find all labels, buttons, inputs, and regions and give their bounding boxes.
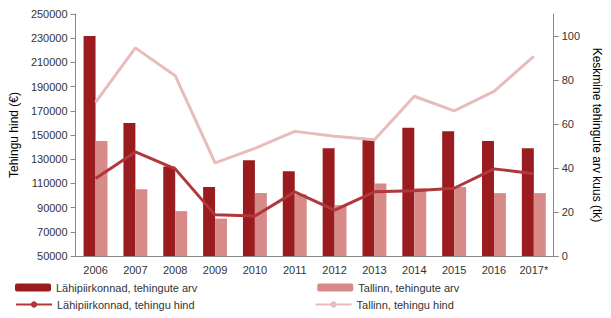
svg-text:110000: 110000 xyxy=(32,177,68,189)
svg-text:2008: 2008 xyxy=(163,264,187,276)
svg-text:2014: 2014 xyxy=(402,264,426,276)
svg-text:190000: 190000 xyxy=(31,81,68,93)
svg-text:2017*: 2017* xyxy=(519,264,548,276)
svg-text:130000: 130000 xyxy=(31,153,68,165)
svg-text:230000: 230000 xyxy=(31,32,68,44)
svg-text:2015: 2015 xyxy=(442,264,466,276)
svg-text:90000: 90000 xyxy=(37,202,68,214)
svg-text:Lähipiirkonnad, tehingute arv: Lähipiirkonnad, tehingute arv xyxy=(56,282,198,294)
svg-text:60: 60 xyxy=(562,118,574,130)
svg-text:50000: 50000 xyxy=(37,250,68,262)
svg-text:0: 0 xyxy=(562,250,568,262)
svg-text:150000: 150000 xyxy=(31,129,68,141)
svg-text:Tehingu hind (€): Tehingu hind (€) xyxy=(7,92,21,178)
svg-text:2006: 2006 xyxy=(83,264,107,276)
svg-text:2011: 2011 xyxy=(283,264,307,276)
svg-text:20: 20 xyxy=(562,206,574,218)
svg-text:2016: 2016 xyxy=(482,264,506,276)
svg-text:Tallinn, tehingute arv: Tallinn, tehingute arv xyxy=(358,282,459,294)
svg-text:2013: 2013 xyxy=(362,264,386,276)
svg-text:Keskmine tehingute arv kuus (t: Keskmine tehingute arv kuus (tk) xyxy=(590,48,604,223)
svg-text:Lähipiirkonnad, tehingu hind: Lähipiirkonnad, tehingu hind xyxy=(57,299,195,311)
svg-text:2012: 2012 xyxy=(322,264,346,276)
svg-text:80: 80 xyxy=(562,74,574,86)
svg-text:210000: 210000 xyxy=(31,56,68,68)
svg-text:2010: 2010 xyxy=(243,264,267,276)
svg-text:250000: 250000 xyxy=(31,8,68,20)
svg-text:70000: 70000 xyxy=(37,226,68,238)
svg-text:Tallinn, tehingu hind: Tallinn, tehingu hind xyxy=(357,299,454,311)
svg-text:170000: 170000 xyxy=(31,105,68,117)
svg-text:40: 40 xyxy=(562,162,574,174)
svg-text:2009: 2009 xyxy=(203,264,227,276)
svg-text:100: 100 xyxy=(562,30,580,42)
svg-text:2007: 2007 xyxy=(123,264,147,276)
